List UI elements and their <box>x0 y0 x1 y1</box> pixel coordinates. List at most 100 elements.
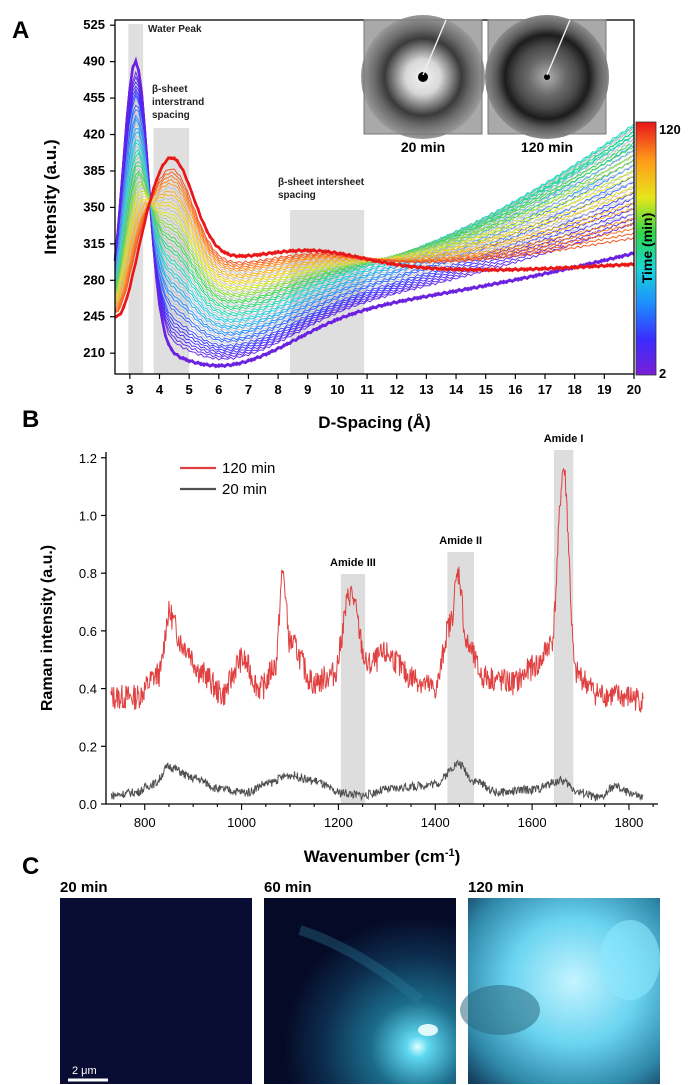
x-axis-label: D-Spacing (Å) <box>318 413 430 432</box>
diffraction-curve <box>114 109 635 341</box>
y-tick-label: 0.0 <box>79 797 97 812</box>
beamstop-arm <box>422 19 447 76</box>
x-tick-label: 800 <box>134 815 156 830</box>
micrograph-label-120min: 120 min <box>468 879 524 896</box>
y-tick-label: 1.2 <box>79 451 97 466</box>
micrograph-120min-dark-region <box>460 985 540 1035</box>
y-tick-label: 525 <box>83 17 105 32</box>
panel-letter-a: A <box>12 17 29 44</box>
y-tick-label: 385 <box>83 163 105 178</box>
diffraction-curve <box>113 56 635 369</box>
diffraction-curve <box>114 135 635 326</box>
diffraction-curve <box>114 131 635 311</box>
x-tick-label: 7 <box>245 382 252 397</box>
diffraction-curve <box>114 88 635 352</box>
y-tick-label: 0.4 <box>79 682 97 697</box>
raman-band-3 <box>553 450 574 804</box>
diffraction-curve <box>114 117 635 335</box>
micrograph-20min <box>60 898 252 1084</box>
y-tick-label: 455 <box>83 90 105 105</box>
legend-label: 120 min <box>222 460 275 477</box>
colorbar-min-label: 2 <box>659 366 666 381</box>
raman-band-label: Amide I <box>544 433 584 445</box>
y-axis-label: Raman intensity (a.u.) <box>39 545 56 711</box>
y-tick-label: 315 <box>83 236 105 251</box>
y-tick-label: 1.0 <box>79 508 97 523</box>
x-axis-label: Wavenumber (cm-1) <box>304 847 461 866</box>
colorbar-max-label: 120 <box>659 122 681 137</box>
micrograph-120min-bright-region <box>600 920 660 1000</box>
raman-band-1 <box>340 574 366 804</box>
xray-inset-label: 20 min <box>401 139 445 155</box>
beamstop <box>418 72 428 82</box>
y-tick-label: 280 <box>83 272 105 287</box>
scale-bar-label: 2 μm <box>72 1065 97 1077</box>
y-tick-label: 0.8 <box>79 566 97 581</box>
beamstop <box>544 74 550 80</box>
x-tick-label: 9 <box>304 382 311 397</box>
x-tick-label: 18 <box>567 382 581 397</box>
panel-a-chart: Water Peak β-sheet interstrand spacing β-she… <box>41 15 681 432</box>
raman-band-label: Amide III <box>330 557 376 569</box>
diffraction-curve <box>114 112 635 339</box>
diffraction-curve <box>114 90 635 350</box>
diffraction-curve <box>114 127 635 330</box>
x-tick-label: 1800 <box>614 815 643 830</box>
x-tick-label: 15 <box>478 382 492 397</box>
micrograph-60min-bright-spot <box>418 1024 438 1036</box>
legend-label: 20 min <box>222 481 267 498</box>
shaded-region-label-3: spacing <box>278 190 316 201</box>
diffraction-curve <box>114 135 635 324</box>
panel-letter-c: C <box>22 853 39 880</box>
diffraction-curve <box>114 104 635 343</box>
beamstop-arm <box>546 19 571 76</box>
colorbar-label: Time (min) <box>639 213 655 284</box>
x-tick-label: 3 <box>126 382 133 397</box>
y-axis-label: Intensity (a.u.) <box>41 139 60 254</box>
diffraction-curve <box>114 85 635 354</box>
diffraction-curve <box>114 156 635 319</box>
x-tick-label: 5 <box>186 382 193 397</box>
x-tick-label: 10 <box>330 382 344 397</box>
diffraction-curve <box>114 131 635 328</box>
x-tick-label: 6 <box>215 382 222 397</box>
y-tick-label: 0.2 <box>79 739 97 754</box>
x-tick-label: 17 <box>538 382 552 397</box>
x-tick-label: 1000 <box>227 815 256 830</box>
x-tick-label: 4 <box>156 382 164 397</box>
x-tick-label: 12 <box>390 382 404 397</box>
shaded-region-label-3: β-sheet intersheet <box>278 177 365 188</box>
shaded-region-label-2: spacing <box>152 110 190 121</box>
y-tick-label: 350 <box>83 199 105 214</box>
y-tick-label: 490 <box>83 54 105 69</box>
x-tick-label: 13 <box>419 382 433 397</box>
diffraction-curve <box>114 129 635 313</box>
shaded-region-label-1: Water Peak <box>148 24 202 35</box>
x-tick-label: 16 <box>508 382 522 397</box>
xray-inset-frame <box>487 19 607 135</box>
panel-b-chart: Amide III Amide II Amide I 0.0 0.2 0.4 0.6 0.8 1… <box>39 433 658 866</box>
shaded-region-label-2: interstrand <box>152 97 204 108</box>
x-tick-label: 14 <box>449 382 464 397</box>
x-tick-label: 19 <box>597 382 611 397</box>
micrograph-label-20min: 20 min <box>60 879 108 896</box>
micrograph-label-60min: 60 min <box>264 879 312 896</box>
y-tick-label: 420 <box>83 127 105 142</box>
diffraction-curve <box>114 114 635 337</box>
panel-letter-b: B <box>22 406 39 433</box>
x-tick-label: 11 <box>360 382 374 397</box>
shaded-region-label-2: β-sheet <box>152 84 188 95</box>
xray-inset-label: 120 min <box>521 139 573 155</box>
y-tick-label: 245 <box>83 309 105 324</box>
raman-band-label: Amide II <box>439 535 482 547</box>
x-tick-label: 8 <box>274 382 281 397</box>
y-tick-label: 210 <box>83 345 105 360</box>
x-tick-label: 1600 <box>518 815 547 830</box>
diffraction-curve <box>114 182 635 311</box>
y-tick-label: 0.6 <box>79 624 97 639</box>
x-tick-label: 1200 <box>324 815 353 830</box>
colorbar <box>635 121 657 376</box>
raman-series-120min <box>110 468 644 713</box>
micrograph-60min <box>264 898 456 1084</box>
